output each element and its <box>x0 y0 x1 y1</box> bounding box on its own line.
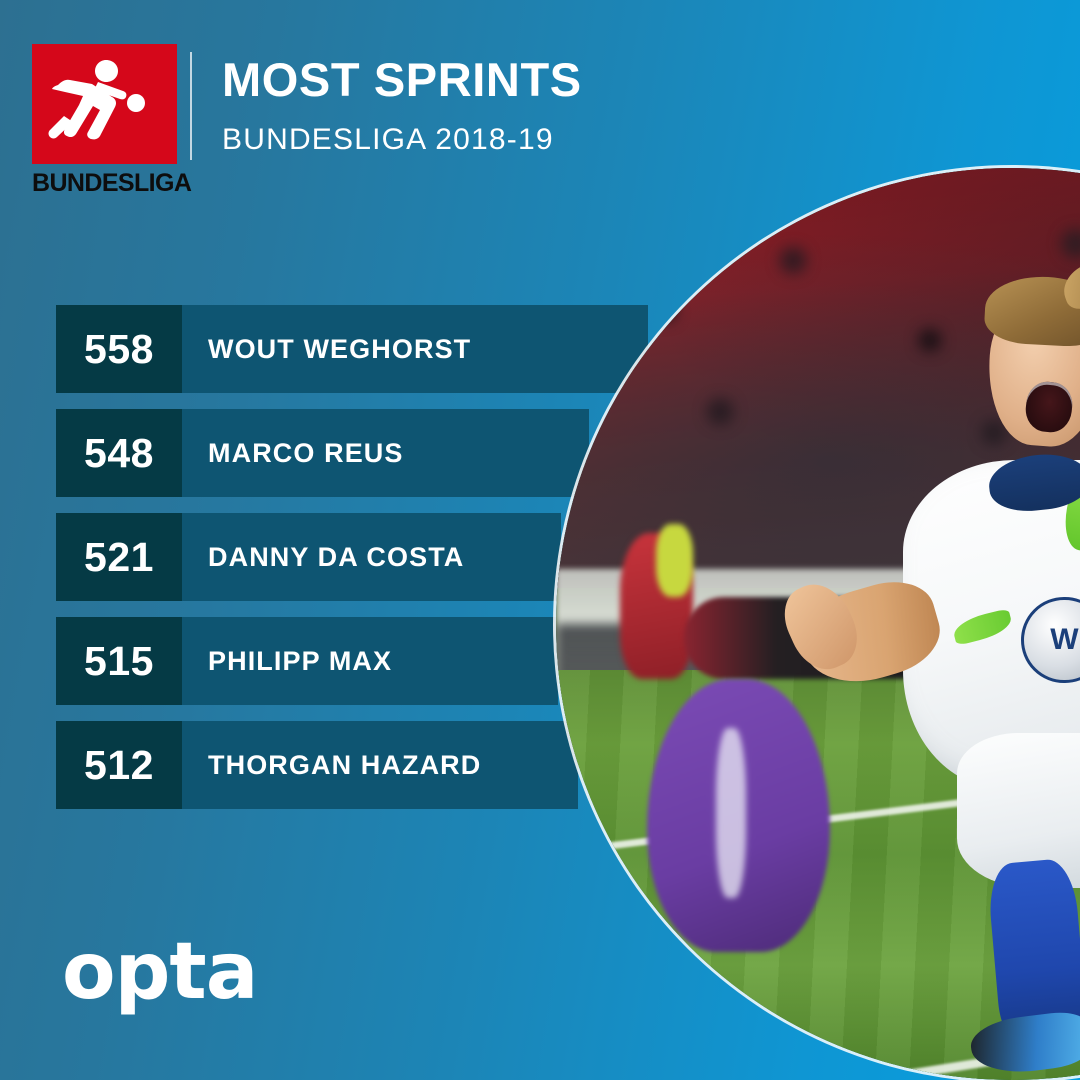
header-divider <box>190 52 192 160</box>
stat-value: 515 <box>56 617 182 705</box>
player-boot <box>968 1009 1080 1078</box>
player-name: PHILIPP MAX <box>182 617 558 705</box>
stat-value: 512 <box>56 721 182 809</box>
player-photo: W 9 <box>556 168 1080 1080</box>
player-name: THORGAN HAZARD <box>182 721 579 809</box>
background-figure <box>656 523 693 597</box>
bundesliga-logo: BUNDESLIGA <box>32 44 192 197</box>
stat-row: 515 PHILIPP MAX <box>56 617 558 705</box>
stat-row: 512 THORGAN HAZARD <box>56 721 579 809</box>
bundesliga-wordmark: BUNDESLIGA <box>32 169 192 197</box>
stat-row: 521 DANNY DA COSTA <box>56 513 561 601</box>
volkswagen-sponsor-logo <box>1021 596 1080 684</box>
stat-value: 558 <box>56 305 182 393</box>
player-name: DANNY DA COSTA <box>182 513 561 601</box>
kicking-player-icon <box>48 60 145 140</box>
main-player-figure: W 9 <box>556 168 1080 1080</box>
bundesliga-logo-square <box>32 44 177 164</box>
photo-inner: W 9 <box>556 168 1080 1080</box>
stat-value: 548 <box>56 409 182 497</box>
page-subtitle: BUNDESLIGA 2018-19 <box>222 123 554 156</box>
opta-logo: opta <box>62 927 258 1017</box>
player-name: MARCO REUS <box>182 409 590 497</box>
page-title: MOST SPRINTS <box>222 53 582 106</box>
goalkeeper-figure <box>647 678 830 953</box>
stat-value: 521 <box>56 513 182 601</box>
stat-row: 548 MARCO REUS <box>56 409 590 497</box>
